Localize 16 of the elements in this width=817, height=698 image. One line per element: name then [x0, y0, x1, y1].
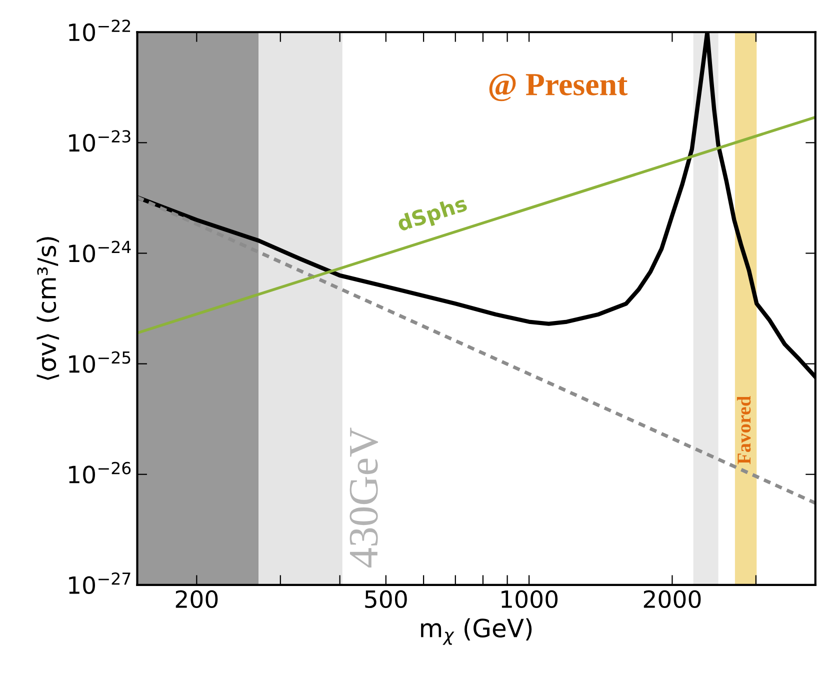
x-axis-title: m$_{χ}$ (GeV)	[421, 618, 532, 645]
band-label: 430GeV	[350, 428, 378, 568]
x-tick-label: 1000	[502, 590, 558, 608]
band-label: Favored	[736, 396, 751, 464]
text: dSphs	[396, 194, 470, 236]
y-tick-label: 10$^{−23}$	[69, 130, 130, 152]
annotation: @ Present	[489, 74, 628, 102]
y-tick-label: 10$^{−24}$	[69, 240, 131, 262]
y-tick-label: 10$^{−26}$	[69, 462, 131, 484]
y-tick-label: 10$^{−22}$	[69, 20, 130, 42]
x-tick-label: 2000	[644, 590, 701, 608]
y-axis-title: ⟨σv⟩ (cm³/s)	[36, 237, 60, 380]
y-tick-label: 10$^{−27}$	[69, 572, 130, 594]
x-tick-label: 500	[365, 590, 407, 608]
y-tick-label: 10$^{−25}$	[69, 351, 130, 373]
x-tick-label: 200	[176, 590, 218, 608]
